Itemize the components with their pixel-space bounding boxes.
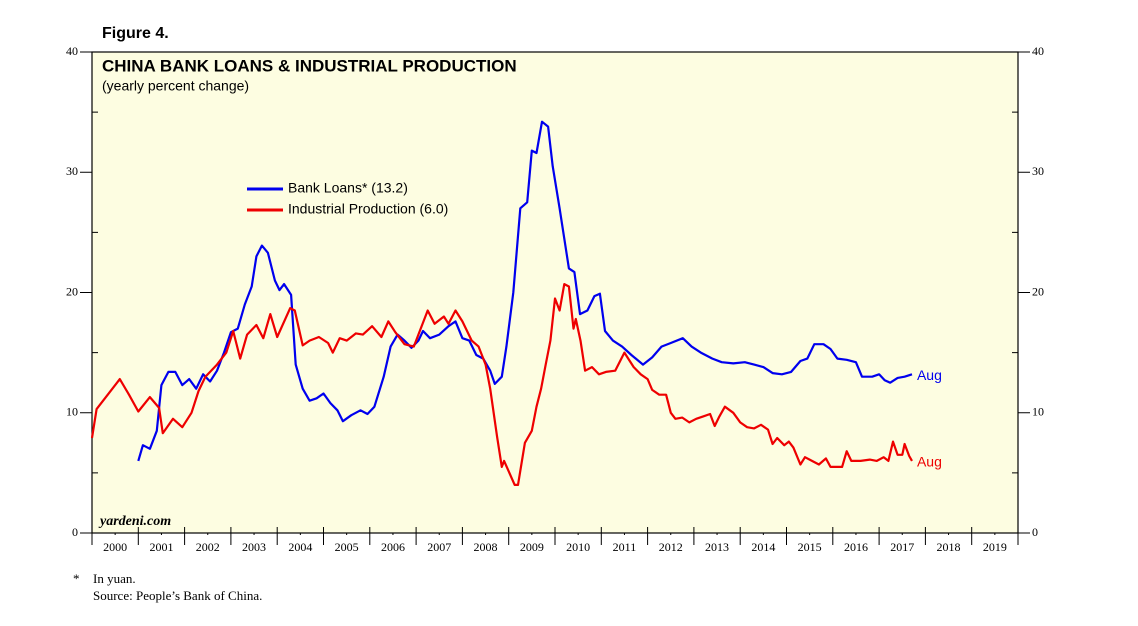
x-tick-label: 2012 bbox=[659, 540, 683, 554]
end-label: Aug bbox=[917, 367, 942, 383]
footnote-marker: * bbox=[73, 571, 80, 586]
x-tick-label: 2007 bbox=[427, 540, 451, 554]
series-line bbox=[90, 283, 913, 486]
y2-tick-label: 40 bbox=[1032, 44, 1044, 58]
x-tick-label: 2013 bbox=[705, 540, 729, 554]
y2-tick-label: 20 bbox=[1032, 284, 1044, 298]
x-tick-label: 2019 bbox=[983, 540, 1007, 554]
x-tick-label: 2003 bbox=[242, 540, 266, 554]
legend-label: Bank Loans* (13.2) bbox=[288, 180, 408, 196]
x-tick-label: 2009 bbox=[520, 540, 544, 554]
y-tick-label: 20 bbox=[66, 284, 78, 298]
y2-tick-label: 10 bbox=[1032, 405, 1044, 419]
y2-tick-label: 0 bbox=[1032, 525, 1038, 539]
footnote: In yuan. bbox=[93, 571, 136, 586]
figure-label: Figure 4. bbox=[102, 25, 169, 42]
x-tick-label: 2010 bbox=[566, 540, 590, 554]
x-tick-label: 2006 bbox=[381, 540, 405, 554]
watermark: yardeni.com bbox=[98, 514, 171, 529]
end-label: Aug bbox=[917, 454, 942, 470]
x-tick-label: 2005 bbox=[335, 540, 359, 554]
y-tick-label: 30 bbox=[66, 164, 78, 178]
x-tick-label: 2004 bbox=[288, 540, 312, 554]
source: Source: People’s Bank of China. bbox=[93, 588, 262, 603]
plot-area bbox=[91, 51, 1019, 534]
x-tick-label: 2018 bbox=[937, 540, 961, 554]
x-tick-label: 2002 bbox=[196, 540, 220, 554]
chart-subtitle: (yearly percent change) bbox=[102, 78, 249, 94]
x-tick-label: 2016 bbox=[844, 540, 868, 554]
y2-tick-label: 30 bbox=[1032, 164, 1044, 178]
legend-label: Industrial Production (6.0) bbox=[288, 201, 448, 217]
x-tick-label: 2017 bbox=[890, 540, 914, 554]
y-tick-label: 0 bbox=[72, 525, 78, 539]
chart-title: CHINA BANK LOANS & INDUSTRIAL PRODUCTION bbox=[102, 56, 517, 75]
x-tick-label: 2015 bbox=[798, 540, 822, 554]
series-line bbox=[137, 120, 913, 462]
x-tick-label: 2014 bbox=[751, 540, 775, 554]
y-tick-label: 10 bbox=[66, 405, 78, 419]
x-tick-label: 2000 bbox=[103, 540, 127, 554]
x-tick-label: 2008 bbox=[474, 540, 498, 554]
y-tick-label: 40 bbox=[66, 44, 78, 58]
x-tick-label: 2011 bbox=[613, 540, 637, 554]
x-tick-label: 2001 bbox=[149, 540, 173, 554]
